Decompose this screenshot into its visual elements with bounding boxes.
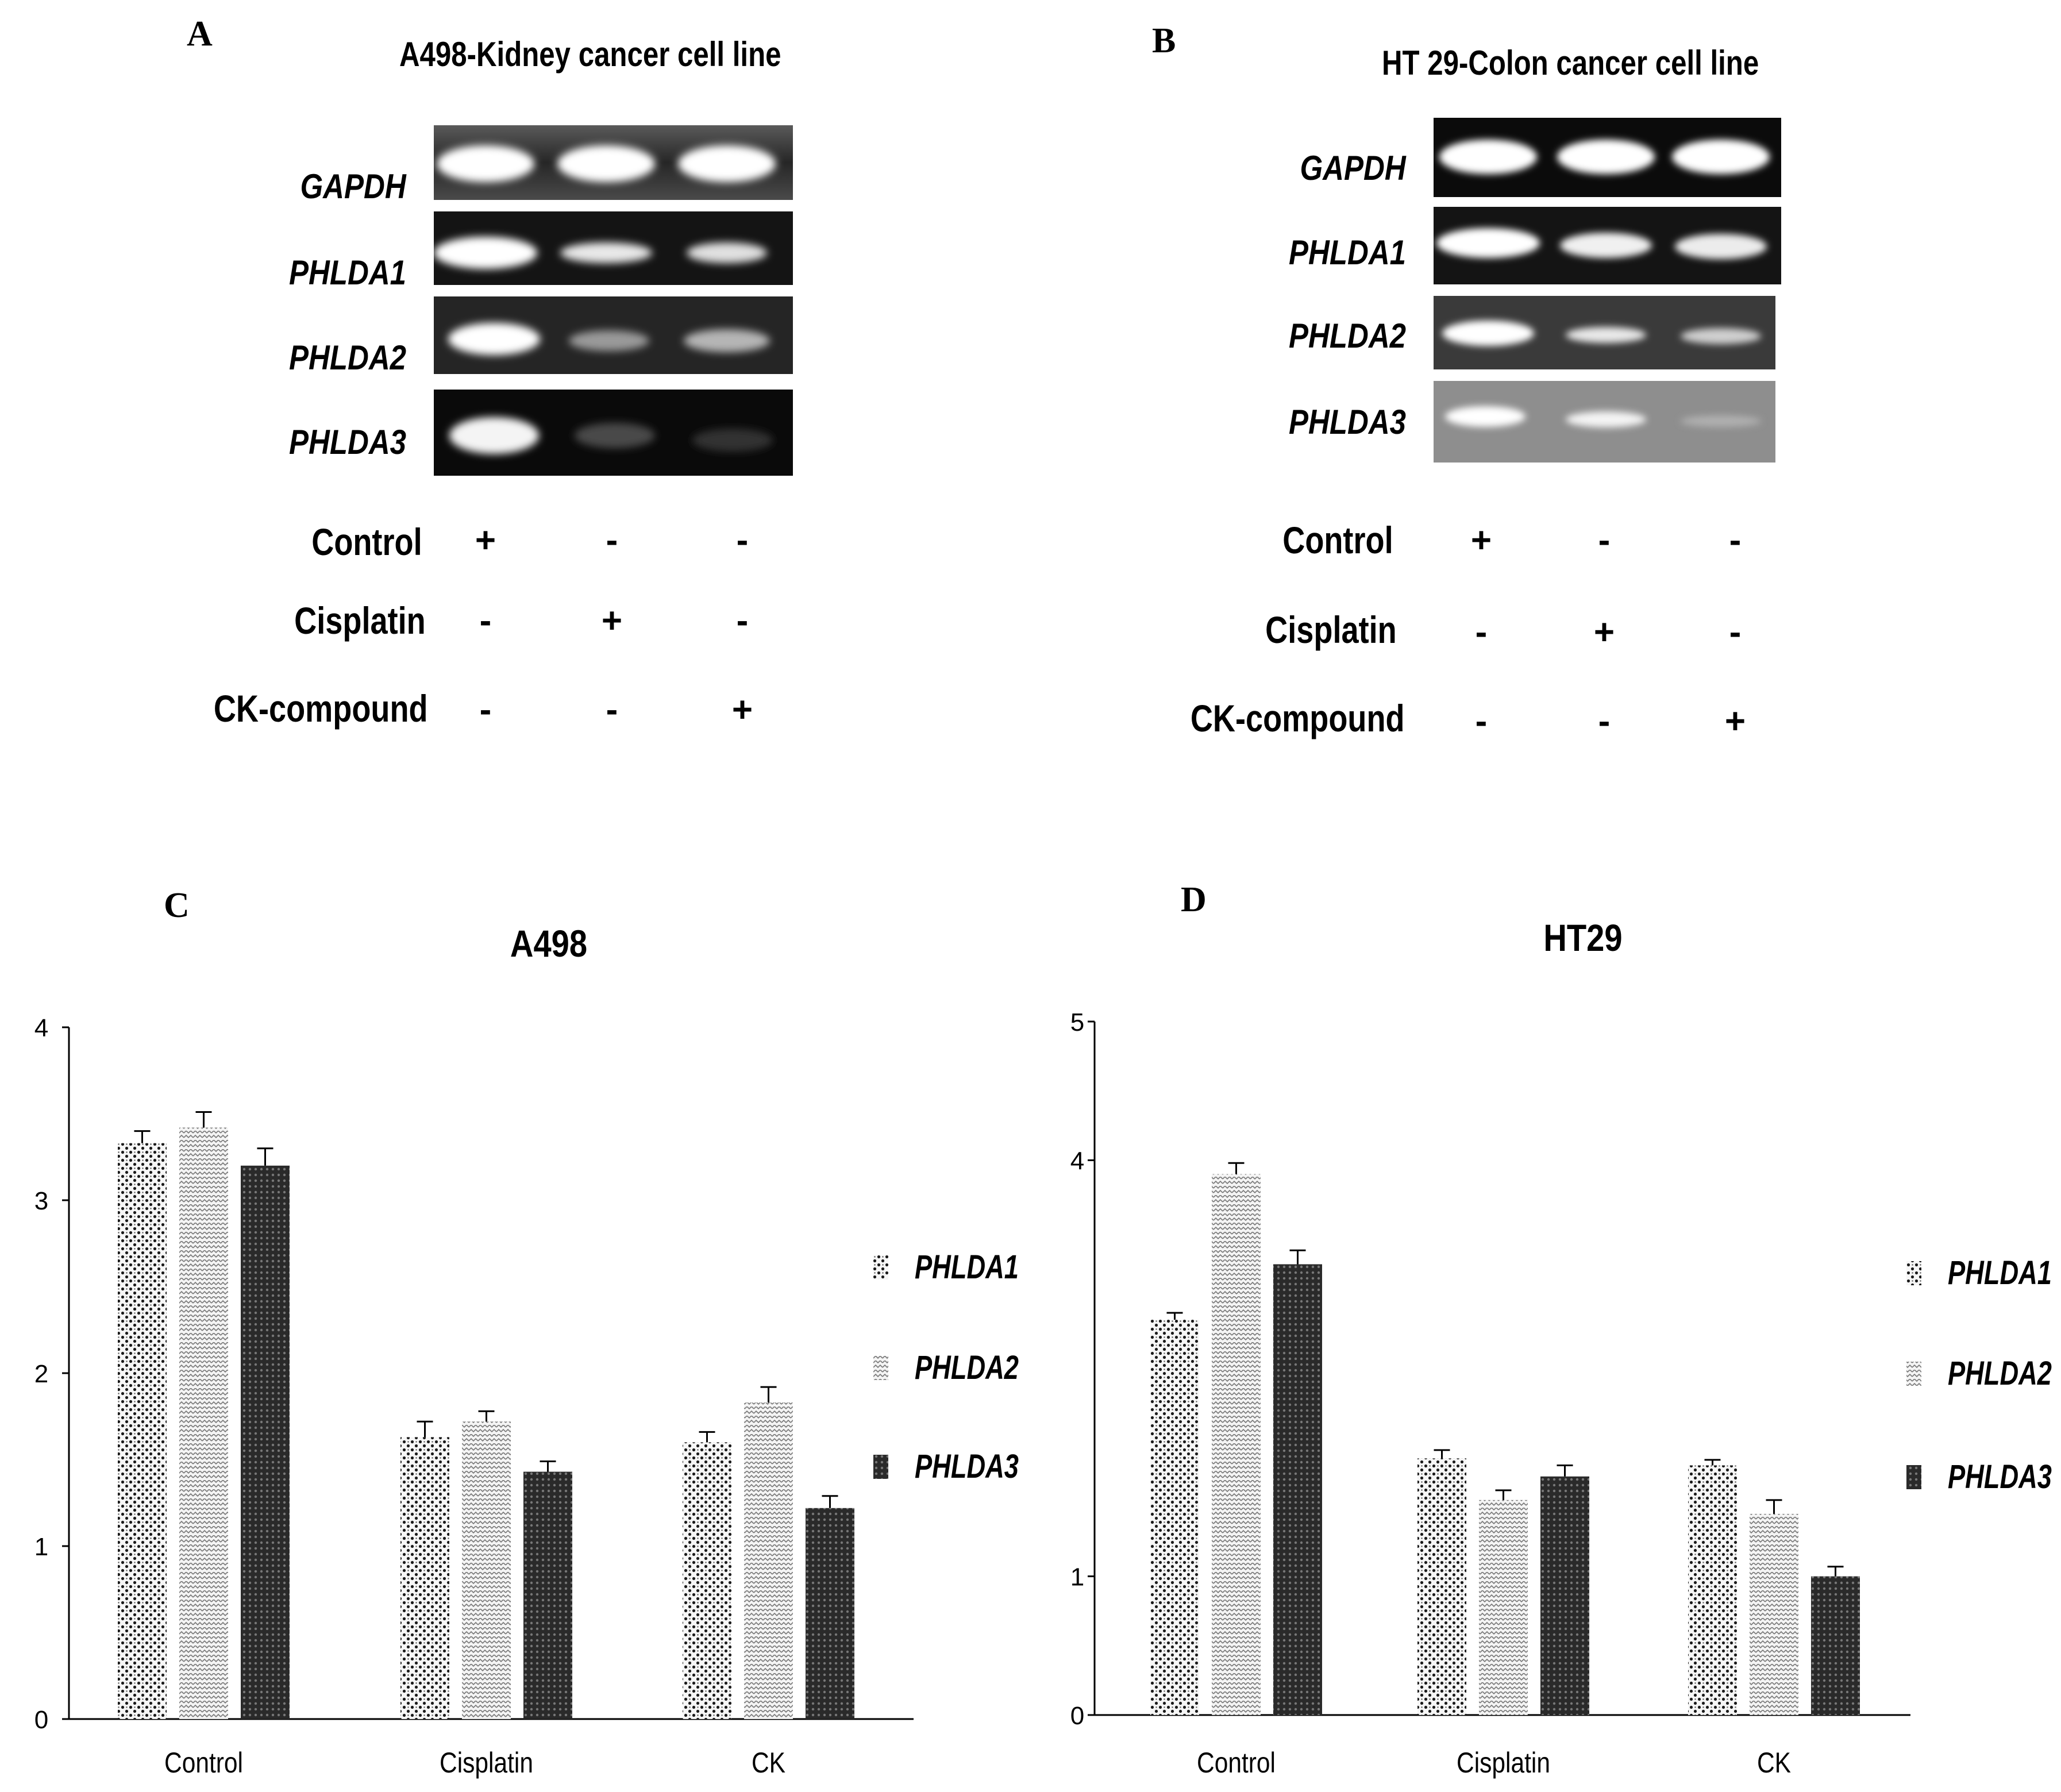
panel-c-letter: C <box>164 886 190 925</box>
y-tick-label: 5 <box>1070 1008 1084 1036</box>
panel-b-sign: - <box>1598 702 1611 741</box>
bar-phlda3-control <box>1273 1264 1322 1715</box>
chart-title: HT29 <box>1543 917 1622 959</box>
panel-a-sign: - <box>736 521 749 560</box>
panel-a-treatment-label: Control <box>311 521 422 563</box>
panel-b-sign: + <box>1470 521 1492 560</box>
panel-d-letter: D <box>1181 880 1207 919</box>
y-tick-label: 1 <box>1070 1563 1084 1591</box>
panel-a-sign: + <box>601 601 623 641</box>
chart-title: A498 <box>510 923 587 965</box>
panel-a-sign: - <box>736 601 749 641</box>
bar-phlda3-cisplatin <box>523 1471 572 1719</box>
panel-b-gene-label: PHLDA3 <box>1288 403 1406 441</box>
legend-swatch <box>1906 1362 1921 1386</box>
panel-a-sign: - <box>606 521 618 560</box>
panel-a-gene-label: PHLDA1 <box>288 253 406 292</box>
bar-phlda3-ck <box>806 1508 854 1719</box>
panel-b-treatment-label: Cisplatin <box>1265 608 1397 651</box>
x-tick-label: CK <box>1757 1747 1791 1779</box>
panel-b-treatment-label: CK-compound <box>1191 697 1405 739</box>
panel-a-sign: - <box>606 690 618 730</box>
y-tick-label: 1 <box>34 1533 48 1561</box>
panel-b-sign: - <box>1475 702 1488 741</box>
panel-b-sign: + <box>1724 702 1746 741</box>
bar-phlda2-cisplatin <box>1479 1500 1528 1715</box>
legend-label: PHLDA1 <box>915 1249 1019 1286</box>
x-tick-label: Cisplatin <box>1457 1747 1550 1779</box>
legend-swatch <box>873 1255 888 1280</box>
panel-b-sign: - <box>1729 612 1742 652</box>
bar-phlda3-cisplatin <box>1540 1476 1589 1715</box>
legend-swatch <box>1906 1465 1921 1489</box>
panel-a-treatment-label: Cisplatin <box>294 599 426 642</box>
x-tick-label: CK <box>752 1747 785 1779</box>
panel-a-sign: + <box>475 521 496 560</box>
panel-b-title: HT 29-Colon cancer cell line <box>1382 44 1759 82</box>
x-tick-label: Control <box>1197 1747 1276 1779</box>
panel-a-gel-image <box>434 125 793 476</box>
panel-a-treatment-label: CK-compound <box>214 687 428 730</box>
panel-a-sign: - <box>479 690 492 730</box>
bar-phlda2-cisplatin <box>462 1421 511 1719</box>
x-tick-label: Cisplatin <box>440 1747 533 1779</box>
panel-a-title: A498-Kidney cancer cell line <box>399 35 781 74</box>
panel-b-sign: - <box>1475 612 1488 652</box>
x-tick-label: Control <box>164 1747 243 1779</box>
bar-phlda2-control <box>1212 1174 1261 1715</box>
panel-a-letter: A <box>187 14 213 53</box>
legend-swatch <box>873 1455 888 1479</box>
panel-a-sign: + <box>731 690 753 730</box>
panel-b-sign: - <box>1598 521 1611 560</box>
bar-phlda1-ck <box>1688 1465 1737 1715</box>
panel-b-letter: B <box>1152 21 1176 60</box>
legend-label: PHLDA2 <box>1948 1355 2052 1393</box>
bar-phlda1-control <box>1150 1320 1199 1715</box>
panel-a-gene-label: PHLDA2 <box>288 338 406 377</box>
y-tick-label: 2 <box>34 1360 48 1388</box>
bar-phlda3-control <box>241 1165 290 1719</box>
legend-label: PHLDA3 <box>915 1448 1019 1486</box>
bar-phlda3-ck <box>1811 1576 1860 1715</box>
y-tick-label: 0 <box>34 1706 48 1734</box>
panel-b-gel-image <box>1434 118 1781 463</box>
bar-phlda1-cisplatin <box>1417 1458 1466 1715</box>
bar-phlda1-ck <box>683 1442 731 1719</box>
panel-a-sign: - <box>479 601 492 641</box>
legend-label: PHLDA1 <box>1948 1255 2052 1292</box>
bar-phlda2-ck <box>1750 1513 1798 1715</box>
legend-swatch <box>873 1356 888 1380</box>
legend-swatch <box>1906 1261 1921 1285</box>
y-tick-label: 3 <box>34 1187 48 1215</box>
legend-label: PHLDA2 <box>915 1350 1019 1387</box>
panel-a-gene-label: GAPDH <box>300 167 406 206</box>
y-tick-label: 4 <box>34 1014 48 1042</box>
panel-b-sign: - <box>1729 521 1742 560</box>
y-tick-label: 0 <box>1070 1702 1084 1730</box>
panel-a-gene-label: PHLDA3 <box>288 423 406 461</box>
panel-b-gene-label: PHLDA1 <box>1288 233 1406 272</box>
y-tick-label: 4 <box>1070 1147 1084 1175</box>
legend-label: PHLDA3 <box>1948 1459 2052 1496</box>
bar-phlda2-control <box>179 1127 228 1719</box>
panel-b-sign: + <box>1593 612 1615 652</box>
bar-phlda1-cisplatin <box>400 1437 449 1719</box>
bar-phlda1-control <box>118 1143 167 1719</box>
panel-b-treatment-label: Control <box>1282 519 1393 561</box>
panel-b-gene-label: PHLDA2 <box>1288 317 1406 355</box>
panel-b-gene-label: GAPDH <box>1300 149 1406 187</box>
bar-phlda2-ck <box>744 1402 793 1719</box>
